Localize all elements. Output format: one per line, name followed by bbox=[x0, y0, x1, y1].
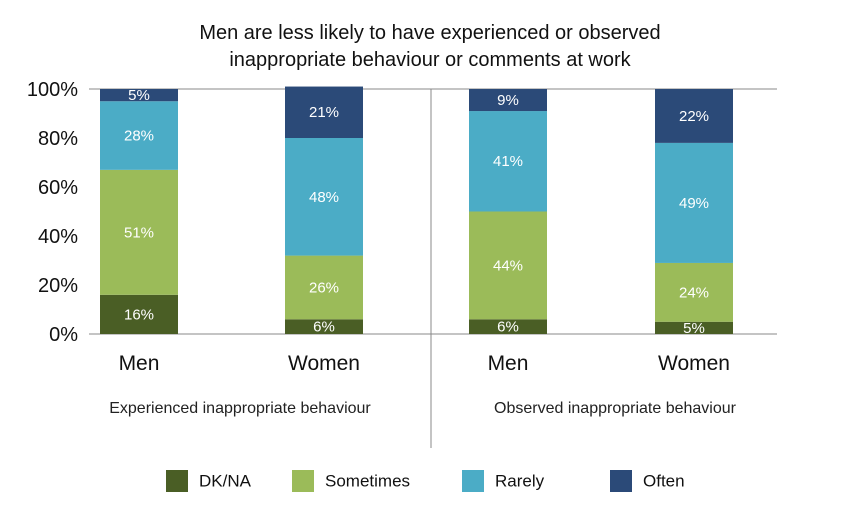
y-tick-label: 80% bbox=[38, 128, 78, 150]
legend-label: Rarely bbox=[495, 471, 545, 490]
category-label: Women bbox=[288, 352, 360, 375]
bar-segment-sometimes bbox=[469, 211, 547, 320]
legend-label: DK/NA bbox=[199, 471, 252, 490]
data-label: 51% bbox=[124, 224, 154, 241]
category-label: Men bbox=[119, 352, 160, 375]
bar-segment-often bbox=[469, 89, 547, 112]
chart-axes: 0% 20% 40% 60% 80% 100% bbox=[27, 79, 777, 448]
bar-segment-dk-na bbox=[655, 321, 733, 334]
category-labels: Men Women Men Women bbox=[119, 352, 730, 375]
legend-label: Often bbox=[643, 471, 685, 490]
legend-swatch bbox=[166, 470, 188, 492]
data-label: 44% bbox=[493, 257, 523, 274]
chart-title: Men are less likely to have experienced … bbox=[199, 22, 660, 71]
data-label: 48% bbox=[309, 189, 339, 206]
group-label-experienced: Experienced inappropriate behaviour bbox=[109, 400, 371, 417]
y-tick-label: 0% bbox=[49, 324, 78, 346]
legend-swatch bbox=[462, 470, 484, 492]
legend-swatch bbox=[292, 470, 314, 492]
bar-segment-dk-na bbox=[285, 319, 363, 334]
bar-segment-dk-na bbox=[100, 294, 178, 334]
legend-swatch bbox=[610, 470, 632, 492]
category-label: Women bbox=[658, 352, 730, 375]
bar-segment-rarely bbox=[285, 138, 363, 256]
data-label: 49% bbox=[679, 195, 709, 212]
legend-label: Sometimes bbox=[325, 471, 410, 490]
data-label: 24% bbox=[679, 284, 709, 301]
bar-segment-rarely bbox=[100, 101, 178, 170]
data-label: 21% bbox=[309, 104, 339, 121]
y-tick-label: 60% bbox=[38, 177, 78, 199]
y-tick-label: 40% bbox=[38, 226, 78, 248]
data-label: 41% bbox=[493, 153, 523, 170]
bar-segment-rarely bbox=[469, 111, 547, 212]
chart-title-line-1: Men are less likely to have experienced … bbox=[199, 22, 660, 44]
y-tick-label: 100% bbox=[27, 79, 78, 101]
data-label: 6% bbox=[497, 319, 519, 336]
legend: DK/NA Sometimes Rarely Often bbox=[166, 470, 685, 492]
bar-segment-often bbox=[100, 89, 178, 102]
data-label: 9% bbox=[497, 92, 519, 109]
y-tick-label: 20% bbox=[38, 275, 78, 297]
data-label: 28% bbox=[124, 128, 154, 145]
bar-segment-rarely bbox=[655, 142, 733, 263]
bar-segment-sometimes bbox=[285, 255, 363, 320]
bar-segment-sometimes bbox=[100, 169, 178, 295]
bar-segment-sometimes bbox=[655, 262, 733, 322]
chart-title-line-2: inappropriate behaviour or comments at w… bbox=[229, 49, 631, 71]
data-labels-layer: 16% 51% 28% 5% 6% 26% 48% 21% 6% 44% 41% 9% 5% 24% 49%… bbox=[124, 87, 709, 337]
bars-layer bbox=[100, 86, 733, 334]
data-label: 5% bbox=[683, 320, 705, 337]
bar-segment-often bbox=[285, 86, 363, 138]
data-label: 22% bbox=[679, 108, 709, 125]
group-label-observed: Observed inappropriate behaviour bbox=[494, 400, 737, 417]
data-label: 26% bbox=[309, 279, 339, 296]
bar-segment-often bbox=[655, 89, 733, 143]
category-label: Men bbox=[488, 352, 529, 375]
bar-segment-dk-na bbox=[469, 319, 547, 334]
group-labels: Experienced inappropriate behaviour Obse… bbox=[109, 400, 736, 417]
data-label: 6% bbox=[313, 319, 335, 336]
data-label: 5% bbox=[128, 87, 150, 104]
data-label: 16% bbox=[124, 306, 154, 323]
